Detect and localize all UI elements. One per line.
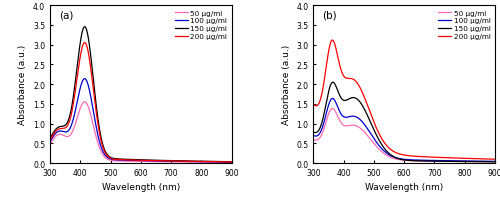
- 150 μg/ml: [71, 91, 77, 93]
- Line: 150 μg/ml: 150 μg/ml: [50, 28, 232, 162]
- 100 μg/ml: [142, 160, 148, 162]
- 150 μg/ml: [146, 159, 152, 162]
- 200 μg/ml: [126, 159, 132, 161]
- 100 μg/ml: [78, 86, 84, 88]
- 50 μg/ml: [334, 115, 340, 118]
- 50 μg/ml: [341, 125, 347, 127]
- 200 μg/ml: [310, 103, 316, 106]
- Line: 200 μg/ml: 200 μg/ml: [314, 41, 495, 159]
- 200 μg/ml: [390, 150, 396, 152]
- X-axis label: Wavelength (nm): Wavelength (nm): [365, 183, 444, 192]
- Line: 100 μg/ml: 100 μg/ml: [314, 99, 495, 162]
- 150 μg/ml: [390, 155, 396, 157]
- 200 μg/ml: [146, 160, 152, 162]
- 150 μg/ml: [126, 158, 132, 161]
- 150 μg/ml: [142, 159, 148, 161]
- 50 μg/ml: [492, 161, 498, 163]
- 200 μg/ml: [334, 55, 340, 58]
- 200 μg/ml: [492, 158, 498, 161]
- 100 μg/ml: [406, 159, 412, 161]
- 150 μg/ml: [492, 161, 498, 163]
- 100 μg/ml: [228, 161, 234, 163]
- 200 μg/ml: [82, 42, 87, 44]
- Line: 50 μg/ml: 50 μg/ml: [314, 109, 495, 162]
- 50 μg/ml: [310, 139, 316, 141]
- 50 μg/ml: [228, 161, 234, 164]
- 150 μg/ml: [82, 26, 87, 29]
- 50 μg/ml: [71, 127, 77, 129]
- Line: 200 μg/ml: 200 μg/ml: [50, 43, 232, 162]
- 50 μg/ml: [406, 160, 412, 162]
- 100 μg/ml: [390, 155, 396, 158]
- 200 μg/ml: [47, 139, 53, 142]
- 50 μg/ml: [410, 160, 416, 162]
- X-axis label: Wavelength (nm): Wavelength (nm): [102, 183, 180, 192]
- 200 μg/ml: [341, 76, 347, 78]
- 150 μg/ml: [410, 160, 416, 162]
- 150 μg/ml: [341, 100, 347, 102]
- 100 μg/ml: [330, 98, 336, 100]
- 50 μg/ml: [82, 101, 87, 103]
- 50 μg/ml: [372, 143, 378, 146]
- 100 μg/ml: [108, 158, 114, 161]
- 50 μg/ml: [390, 157, 396, 159]
- 100 μg/ml: [47, 141, 53, 143]
- 200 μg/ml: [71, 98, 77, 101]
- 100 μg/ml: [341, 116, 347, 119]
- 200 μg/ml: [372, 123, 378, 126]
- 150 μg/ml: [228, 161, 234, 163]
- 100 μg/ml: [71, 115, 77, 118]
- 150 μg/ml: [108, 157, 114, 159]
- Text: (a): (a): [59, 11, 74, 21]
- 100 μg/ml: [146, 160, 152, 162]
- 50 μg/ml: [47, 143, 53, 146]
- 100 μg/ml: [126, 159, 132, 162]
- 150 μg/ml: [372, 131, 378, 133]
- 150 μg/ml: [47, 137, 53, 140]
- Legend: 50 μg/ml, 100 μg/ml, 150 μg/ml, 200 μg/ml: 50 μg/ml, 100 μg/ml, 150 μg/ml, 200 μg/m…: [172, 8, 230, 43]
- 100 μg/ml: [334, 106, 340, 108]
- 150 μg/ml: [78, 40, 84, 42]
- 100 μg/ml: [492, 160, 498, 163]
- 200 μg/ml: [142, 159, 148, 162]
- 200 μg/ml: [108, 157, 114, 160]
- Y-axis label: Absorbance (a.u.): Absorbance (a.u.): [18, 45, 28, 125]
- Y-axis label: Absorbance (a.u.): Absorbance (a.u.): [282, 45, 291, 125]
- 100 μg/ml: [82, 78, 87, 80]
- 200 μg/ml: [410, 155, 416, 157]
- 50 μg/ml: [330, 108, 336, 110]
- Line: 100 μg/ml: 100 μg/ml: [50, 79, 232, 162]
- Line: 50 μg/ml: 50 μg/ml: [50, 102, 232, 163]
- Line: 150 μg/ml: 150 μg/ml: [314, 83, 495, 162]
- Legend: 50 μg/ml, 100 μg/ml, 150 μg/ml, 200 μg/ml: 50 μg/ml, 100 μg/ml, 150 μg/ml, 200 μg/m…: [435, 8, 494, 43]
- Text: (b): (b): [322, 11, 337, 21]
- 200 μg/ml: [78, 54, 84, 57]
- 50 μg/ml: [126, 160, 132, 163]
- 100 μg/ml: [372, 139, 378, 141]
- 200 μg/ml: [406, 155, 412, 157]
- 50 μg/ml: [142, 161, 148, 163]
- 150 μg/ml: [406, 159, 412, 162]
- 150 μg/ml: [310, 131, 316, 134]
- 150 μg/ml: [330, 82, 336, 84]
- 50 μg/ml: [78, 106, 84, 109]
- 150 μg/ml: [334, 90, 340, 92]
- 200 μg/ml: [228, 161, 234, 163]
- 100 μg/ml: [410, 159, 416, 161]
- 50 μg/ml: [108, 159, 114, 162]
- 50 μg/ml: [146, 161, 152, 163]
- 100 μg/ml: [310, 134, 316, 137]
- 200 μg/ml: [330, 40, 336, 42]
